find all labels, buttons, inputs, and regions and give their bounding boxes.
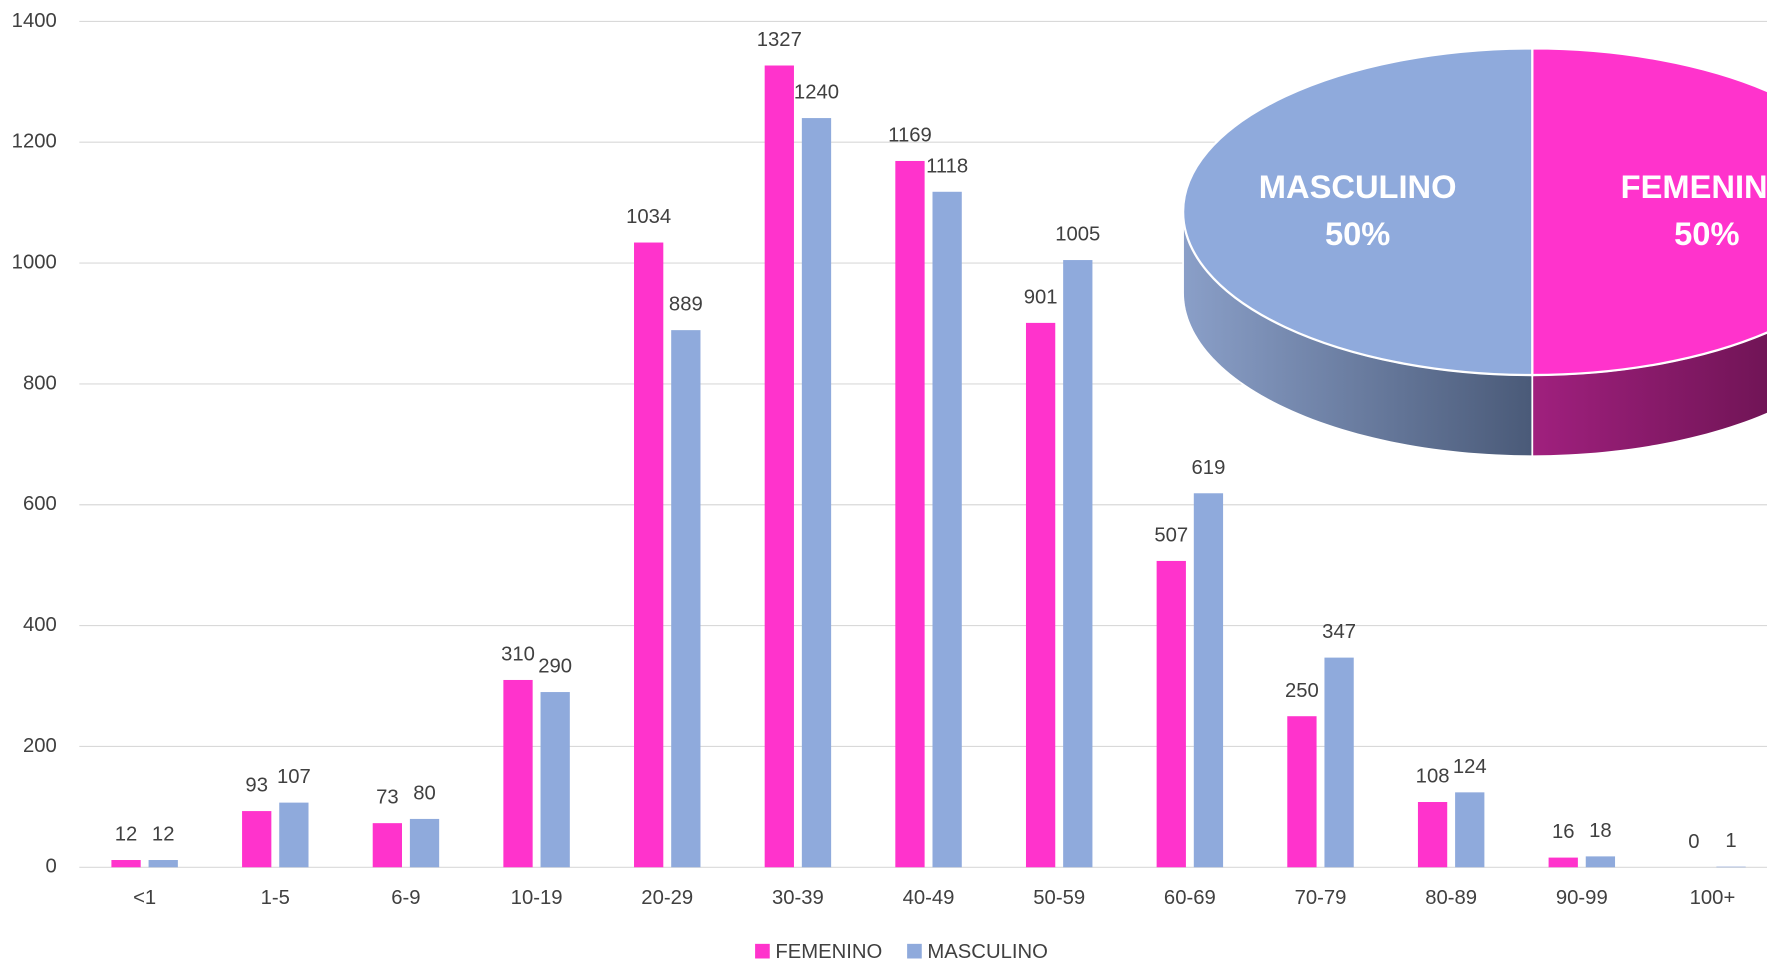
- x-tick-label: 50-59: [1033, 887, 1085, 909]
- bar: [409, 818, 440, 868]
- bar: [1025, 322, 1056, 868]
- bar: [1324, 657, 1354, 868]
- data-label: 310: [501, 644, 535, 666]
- bar: [111, 860, 141, 868]
- y-tick-label: 200: [23, 735, 57, 757]
- bar: [895, 160, 925, 868]
- bar: [1417, 802, 1448, 868]
- bar: [1287, 716, 1317, 868]
- x-tick-label: 80-89: [1425, 887, 1477, 909]
- data-label: 1118: [926, 155, 968, 177]
- bar: [1716, 866, 1746, 868]
- x-tick-label: 20-29: [641, 887, 693, 909]
- data-label: 1034: [626, 206, 671, 228]
- y-tick-label: 400: [23, 614, 57, 636]
- bar: [801, 118, 832, 868]
- x-tick-label: 40-49: [903, 887, 955, 909]
- x-tick-label: <1: [133, 887, 156, 909]
- data-label: 93: [245, 775, 268, 797]
- data-label: 250: [1285, 680, 1319, 702]
- data-label: 107: [277, 766, 311, 788]
- x-tick-label: 1-5: [261, 887, 290, 909]
- x-tick-label: 6-9: [391, 887, 420, 909]
- data-label: 124: [1453, 756, 1487, 778]
- legend-swatch: [907, 943, 922, 959]
- y-tick-label: 600: [23, 493, 57, 515]
- bar: [671, 330, 701, 868]
- bar: [242, 811, 272, 868]
- bar: [1193, 493, 1224, 868]
- data-label: 16: [1552, 821, 1575, 843]
- pie-label: MASCULINO: [1259, 168, 1457, 205]
- x-tick-label: 10-19: [511, 887, 563, 909]
- bar: [540, 692, 570, 868]
- bar: [1548, 857, 1578, 868]
- y-tick-label: 1000: [12, 251, 57, 273]
- legend-swatch: [755, 943, 770, 959]
- y-tick-label: 0: [46, 856, 57, 878]
- x-tick-label: 100+: [1690, 887, 1736, 909]
- data-label: 1327: [757, 29, 802, 51]
- data-label: 347: [1322, 621, 1356, 643]
- data-label: 73: [376, 787, 399, 809]
- bar: [1455, 792, 1485, 868]
- data-label: 1169: [888, 125, 932, 147]
- legend-label: FEMENINO: [775, 941, 882, 963]
- bar: [1063, 260, 1093, 868]
- data-label: 1: [1725, 830, 1736, 852]
- pie-value-label: 50%: [1325, 215, 1390, 252]
- bar: [634, 242, 664, 868]
- data-label: 1240: [794, 82, 839, 104]
- data-label: 1005: [1055, 224, 1100, 246]
- bar: [372, 823, 402, 868]
- data-label: 619: [1192, 457, 1226, 479]
- data-label: 80: [413, 783, 436, 805]
- legend-label: MASCULINO: [927, 941, 1048, 963]
- x-tick-label: 70-79: [1295, 887, 1347, 909]
- y-tick-label: 1400: [12, 10, 57, 32]
- pie-slice: [1531, 47, 1767, 377]
- data-label: 18: [1589, 820, 1612, 842]
- x-tick-label: 30-39: [772, 887, 824, 909]
- data-label: 12: [115, 824, 138, 846]
- bar: [932, 191, 962, 868]
- pie-value-label: 50%: [1674, 215, 1739, 252]
- pie-slice: [1182, 47, 1534, 377]
- data-label: 12: [152, 824, 175, 846]
- pie-label: FEMENINO: [1621, 168, 1767, 205]
- data-label: 0: [1688, 831, 1699, 853]
- bar: [279, 802, 309, 868]
- y-tick-label: 1200: [12, 131, 57, 153]
- bar: [1585, 856, 1616, 868]
- bar: [1156, 560, 1186, 868]
- x-tick-label: 90-99: [1556, 887, 1608, 909]
- x-tick-label: 60-69: [1164, 887, 1216, 909]
- data-label: 507: [1154, 525, 1188, 547]
- bar: [148, 860, 178, 868]
- data-label: 108: [1416, 766, 1450, 788]
- data-label: 290: [538, 656, 572, 678]
- bar: [764, 65, 794, 868]
- data-label: 889: [669, 294, 703, 316]
- data-label: 901: [1024, 286, 1058, 308]
- bar: [503, 679, 533, 868]
- y-tick-label: 800: [23, 372, 57, 394]
